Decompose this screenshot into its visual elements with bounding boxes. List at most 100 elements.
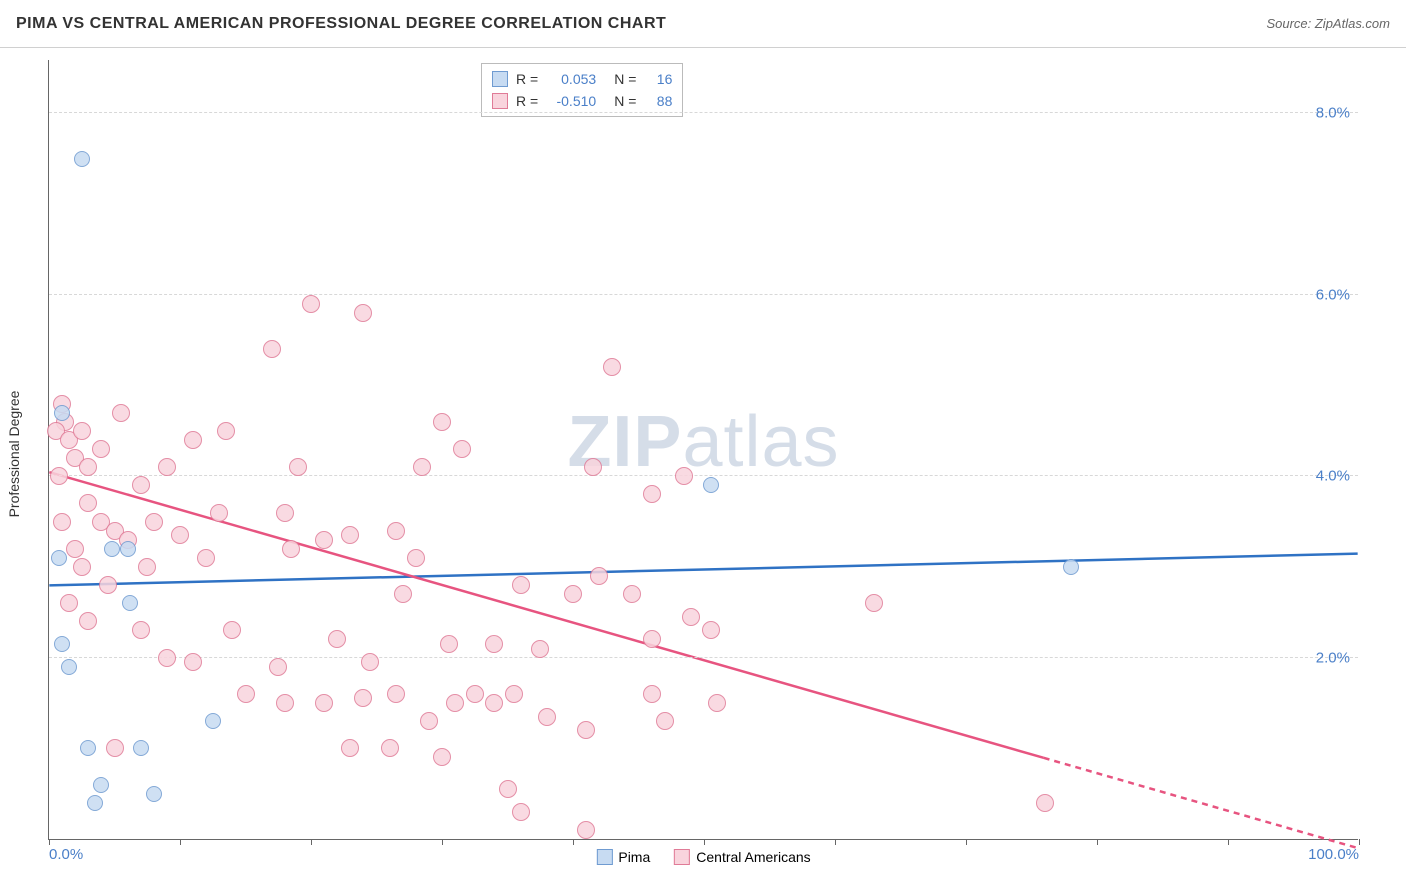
- y-axis-label: Professional Degree: [6, 391, 22, 518]
- central-point: [263, 340, 281, 358]
- central-point: [577, 821, 595, 839]
- pima-point: [120, 541, 136, 557]
- swatch-central-icon: [674, 849, 690, 865]
- n-value-pima: 16: [644, 68, 672, 90]
- central-point: [675, 467, 693, 485]
- central-point: [354, 689, 372, 707]
- x-tick: [49, 839, 50, 845]
- x-tick: [966, 839, 967, 845]
- pima-point: [146, 786, 162, 802]
- trend-lines-layer: [49, 60, 1358, 839]
- x-tick: [1359, 839, 1360, 845]
- central-point: [184, 653, 202, 671]
- x-tick: [573, 839, 574, 845]
- legend-row-central: R = -0.510 N = 88: [492, 90, 672, 112]
- central-point: [446, 694, 464, 712]
- pima-point: [93, 777, 109, 793]
- pima-point: [80, 740, 96, 756]
- series-legend: Pima Central Americans: [596, 849, 810, 865]
- central-point: [223, 621, 241, 639]
- central-point: [158, 458, 176, 476]
- x-tick-label: 100.0%: [1308, 846, 1359, 863]
- central-point: [656, 712, 674, 730]
- central-point: [171, 526, 189, 544]
- central-point: [682, 608, 700, 626]
- central-point: [643, 685, 661, 703]
- swatch-central: [492, 93, 508, 109]
- central-point: [341, 739, 359, 757]
- pima-point: [54, 405, 70, 421]
- central-point: [420, 712, 438, 730]
- chart-title: PIMA VS CENTRAL AMERICAN PROFESSIONAL DE…: [16, 15, 666, 33]
- x-tick: [1228, 839, 1229, 845]
- central-point: [623, 585, 641, 603]
- plot-area: ZIPatlas R = 0.053 N = 16 R = -0.510 N =…: [48, 60, 1358, 840]
- central-point: [73, 422, 91, 440]
- central-point: [132, 476, 150, 494]
- central-point: [584, 458, 602, 476]
- central-point: [512, 576, 530, 594]
- central-point: [132, 621, 150, 639]
- central-point: [302, 295, 320, 313]
- central-point: [276, 694, 294, 712]
- central-point: [315, 531, 333, 549]
- chart-header: PIMA VS CENTRAL AMERICAN PROFESSIONAL DE…: [0, 0, 1406, 48]
- central-point: [485, 694, 503, 712]
- central-point: [564, 585, 582, 603]
- trend-line: [49, 554, 1357, 586]
- central-point: [643, 485, 661, 503]
- central-point: [197, 549, 215, 567]
- central-point: [112, 404, 130, 422]
- central-point: [1036, 794, 1054, 812]
- central-point: [433, 413, 451, 431]
- central-point: [217, 422, 235, 440]
- chart-container: PIMA VS CENTRAL AMERICAN PROFESSIONAL DE…: [0, 0, 1406, 892]
- central-point: [106, 739, 124, 757]
- central-point: [361, 653, 379, 671]
- central-point: [381, 739, 399, 757]
- pima-point: [1063, 559, 1079, 575]
- central-point: [453, 440, 471, 458]
- central-point: [407, 549, 425, 567]
- central-point: [210, 504, 228, 522]
- central-point: [394, 585, 412, 603]
- source-attribution: Source: ZipAtlas.com: [1266, 16, 1390, 31]
- central-point: [341, 526, 359, 544]
- pima-point: [54, 636, 70, 652]
- r-value-pima: 0.053: [546, 68, 596, 90]
- central-point: [433, 748, 451, 766]
- legend-item-central: Central Americans: [674, 849, 810, 865]
- central-point: [158, 649, 176, 667]
- r-value-central: -0.510: [546, 90, 596, 112]
- central-point: [79, 612, 97, 630]
- central-point: [512, 803, 530, 821]
- x-tick: [311, 839, 312, 845]
- pima-point: [87, 795, 103, 811]
- central-point: [387, 685, 405, 703]
- central-point: [440, 635, 458, 653]
- central-point: [466, 685, 484, 703]
- central-point: [315, 694, 333, 712]
- central-point: [485, 635, 503, 653]
- central-point: [50, 467, 68, 485]
- central-point: [413, 458, 431, 476]
- central-point: [79, 494, 97, 512]
- central-point: [269, 658, 287, 676]
- pima-point: [133, 740, 149, 756]
- x-tick: [704, 839, 705, 845]
- pima-point: [122, 595, 138, 611]
- n-value-central: 88: [644, 90, 672, 112]
- pima-point: [205, 713, 221, 729]
- central-point: [66, 540, 84, 558]
- y-tick-label: 4.0%: [1316, 468, 1350, 485]
- central-point: [865, 594, 883, 612]
- swatch-pima-icon: [596, 849, 612, 865]
- pima-point: [104, 541, 120, 557]
- pima-point: [61, 659, 77, 675]
- central-point: [531, 640, 549, 658]
- correlation-legend: R = 0.053 N = 16 R = -0.510 N = 88: [481, 63, 683, 117]
- central-point: [702, 621, 720, 639]
- central-point: [138, 558, 156, 576]
- central-point: [328, 630, 346, 648]
- central-point: [590, 567, 608, 585]
